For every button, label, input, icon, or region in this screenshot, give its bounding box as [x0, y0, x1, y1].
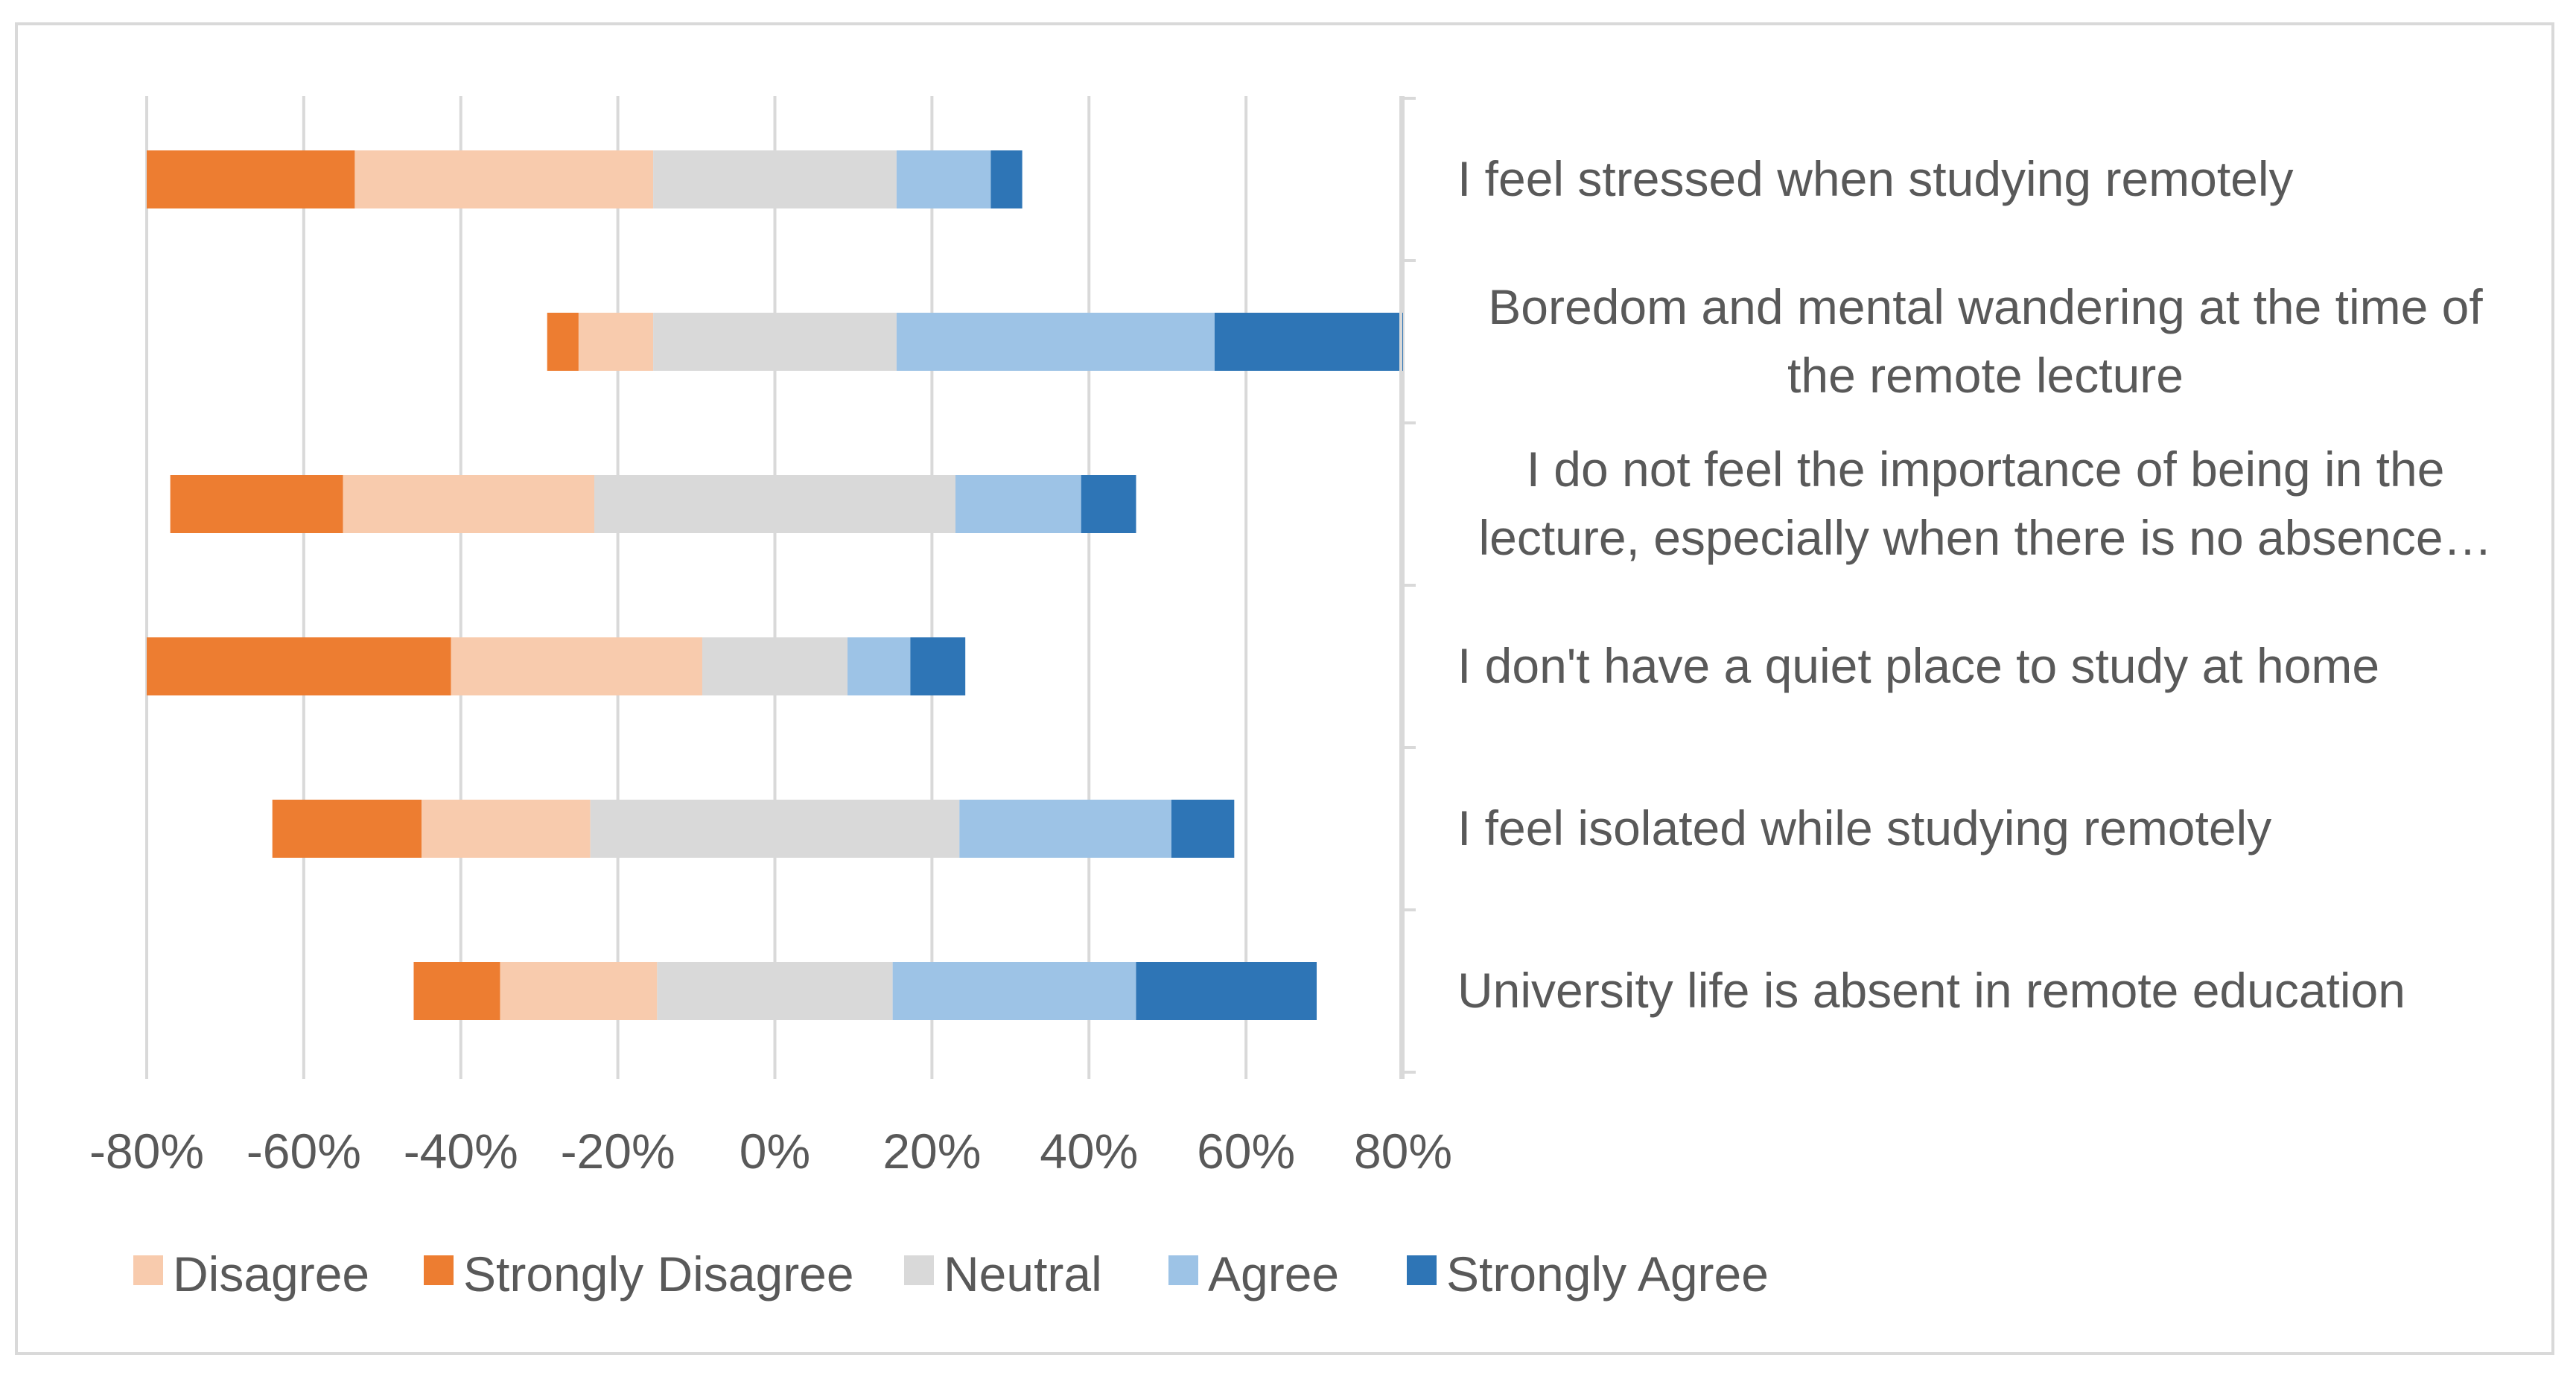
gridlines	[145, 96, 1405, 1079]
legend-swatch	[1168, 1255, 1198, 1285]
bar-strongly-agree	[1136, 962, 1317, 1020]
bar-strongly-disagree	[147, 637, 451, 695]
legend-swatch	[133, 1255, 163, 1285]
x-tick-label: -80%	[89, 1124, 204, 1179]
chart-frame: -80% -60% -40% -20% 0% 20% 40% 60% 80% I feel st…	[15, 22, 2554, 1355]
bar-neutral	[653, 150, 897, 208]
x-tick-label: 0%	[740, 1124, 810, 1179]
bar-strongly-disagree	[170, 475, 343, 533]
bar-agree	[959, 800, 1171, 858]
bar-disagree	[354, 150, 654, 208]
bar-strongly-disagree	[147, 150, 355, 208]
bar-strongly-disagree	[413, 962, 500, 1020]
legend-swatch	[1407, 1255, 1437, 1285]
bar-disagree	[343, 475, 594, 533]
x-tick-label: -40%	[404, 1124, 518, 1179]
category-label: I don't have a quiet place to study at h…	[1457, 638, 2379, 693]
bar-strongly-agree	[910, 637, 966, 695]
bar-strongly-disagree	[547, 313, 579, 371]
category-label: Boredom and mental wandering at the time…	[1488, 279, 2483, 334]
legend-swatch	[904, 1255, 934, 1285]
bar-neutral	[657, 962, 893, 1020]
legend-label: Strongly Agree	[1446, 1246, 1769, 1302]
bar-strongly-agree	[1214, 313, 1403, 371]
category-label: the remote lecture	[1787, 348, 2184, 403]
bar-strongly-agree	[1081, 475, 1136, 533]
legend: Disagree Strongly Disagree Neutral Agree Str…	[133, 1246, 1769, 1302]
bar-disagree	[578, 313, 654, 371]
category-label: University life is absent in remote educ…	[1457, 963, 2405, 1018]
x-tick-label: -60%	[247, 1124, 361, 1179]
bar-neutral	[590, 800, 960, 858]
bar-neutral	[653, 313, 897, 371]
category-label: I feel isolated while studying remotely	[1457, 800, 2271, 856]
category-axis	[1399, 96, 1416, 1079]
bar-agree	[955, 475, 1081, 533]
legend-label: Strongly Disagree	[463, 1246, 854, 1302]
x-tick-label: 60%	[1197, 1124, 1295, 1179]
category-labels: I feel stressed when studying remotely Bo…	[1457, 151, 2493, 1018]
x-tick-labels: -80% -60% -40% -20% 0% 20% 40% 60% 80%	[89, 1124, 1452, 1179]
bar-strongly-disagree	[272, 800, 422, 858]
legend-label: Neutral	[944, 1246, 1102, 1302]
legend-label: Agree	[1208, 1246, 1339, 1302]
bar-neutral	[594, 475, 956, 533]
x-tick-label: -20%	[561, 1124, 675, 1179]
legend-label: Disagree	[173, 1246, 369, 1302]
x-tick-label: 40%	[1040, 1124, 1138, 1179]
x-tick-label: 80%	[1354, 1124, 1452, 1179]
bar-agree	[896, 150, 991, 208]
bar-disagree	[422, 800, 591, 858]
bar-agree	[896, 313, 1215, 371]
chart-svg: -80% -60% -40% -20% 0% 20% 40% 60% 80% I feel st…	[89, 96, 2493, 1302]
category-label: I feel stressed when studying remotely	[1457, 151, 2294, 206]
bar-disagree	[500, 962, 658, 1020]
legend-swatch	[424, 1255, 454, 1285]
bars	[147, 150, 1403, 1020]
bar-disagree	[451, 637, 702, 695]
bar-strongly-agree	[1171, 800, 1235, 858]
bar-agree	[892, 962, 1136, 1020]
category-label: I do not feel the importance of being in…	[1527, 442, 2445, 497]
bar-neutral	[702, 637, 848, 695]
bar-strongly-agree	[990, 150, 1023, 208]
category-label: lecture, especially when there is no abs…	[1478, 510, 2492, 565]
bar-agree	[847, 637, 911, 695]
x-tick-label: 20%	[882, 1124, 981, 1179]
